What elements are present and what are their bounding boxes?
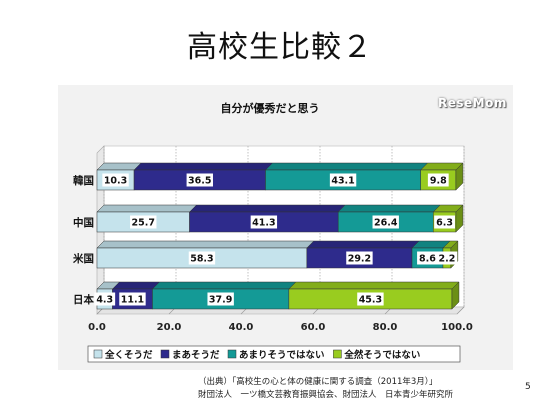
data-label: 43.1 [331,176,354,187]
x-tick-label: 100.0 [441,322,473,333]
page-number: 5 [525,382,531,392]
data-label-bg [207,292,234,306]
x-tick-label: 20.0 [157,322,182,333]
data-label-bg [119,292,146,306]
data-label: 26.4 [374,218,398,229]
source-line-2: 財団法人 一ツ橋文芸教育振興協会、財団法人 日本青少年研究所 [198,390,454,400]
bar-top-face [306,240,420,249]
legend-swatch [333,349,342,359]
data-label-bg [372,215,399,229]
bar-top-face [337,204,441,213]
bar-end-face [451,281,460,310]
legend-label: まあそうだ [172,349,220,361]
logo: ReseMom [438,96,507,110]
source-line-1: （出典）「高校生の心と体の健康に関する調査（2011年3月）」 [198,377,438,387]
data-label-bg [94,292,116,306]
bar-top-face [188,204,346,213]
data-label-bg [427,173,449,187]
bar-top-face [264,162,429,171]
bar-top-face [96,162,142,171]
x-tick-label: 80.0 [373,322,398,333]
category-label: 中国 [73,216,94,229]
data-label: 9.8 [430,176,447,187]
data-label: 41.3 [252,218,275,229]
category-label: 韓国 [73,174,94,187]
category-label: 米国 [72,252,94,265]
bar-top-face [288,281,460,290]
data-label-bg [329,173,357,187]
source-note: （出典）「高校生の心と体の健康に関する調査（2011年3月）」 財団法人 一ツ橋… [198,376,453,402]
legend-box [87,345,461,363]
data-label: 10.3 [104,176,127,187]
legend-swatch [160,349,170,359]
data-label: 58.3 [190,254,213,265]
x-tick-label: 60.0 [301,322,326,333]
bar-top-face [111,281,161,290]
data-label: 8.6 [419,254,436,265]
data-label-bg [130,215,157,229]
x-tick-label: 0.0 [88,322,106,333]
x-tick-label: 40.0 [229,322,254,333]
data-label-bg [434,215,455,229]
data-label-bg [188,251,216,265]
bar-end-face [455,204,464,233]
bar-top-face [420,162,464,171]
legend-swatch [93,349,103,359]
data-label: 6.3 [436,218,453,229]
data-label-bg [102,173,129,187]
data-label: 25.7 [132,218,155,229]
data-label: 11.1 [121,295,144,306]
data-label-bg [436,251,458,265]
data-label: 29.2 [348,254,371,265]
legend-swatch [227,349,237,359]
data-label-bg [186,173,213,187]
data-label: 45.3 [359,295,382,306]
category-label: 日本 [73,293,94,306]
legend-label: 全然そうではない [343,349,420,361]
data-label: 4.3 [96,295,113,306]
legend-label: あまりそうではない [239,349,325,361]
data-label-bg [357,292,384,306]
gridline-floor [456,306,465,315]
data-label-bg [346,251,373,265]
data-label: 36.5 [188,176,211,187]
bar-top-face [133,162,274,171]
bar-end-face [455,162,464,191]
data-label-bg [250,215,278,229]
data-label: 2.2 [438,254,455,265]
slide-title: 高校生比較２ [187,30,373,65]
bar-top-face [96,204,198,213]
data-label-bg [417,251,438,265]
data-label: 37.9 [209,295,232,306]
bar-top-face [96,240,315,249]
chart-title: 自分が優秀だと思う [221,101,320,115]
bar-top-face [151,281,297,290]
legend-label: 全くそうだ [104,349,153,361]
